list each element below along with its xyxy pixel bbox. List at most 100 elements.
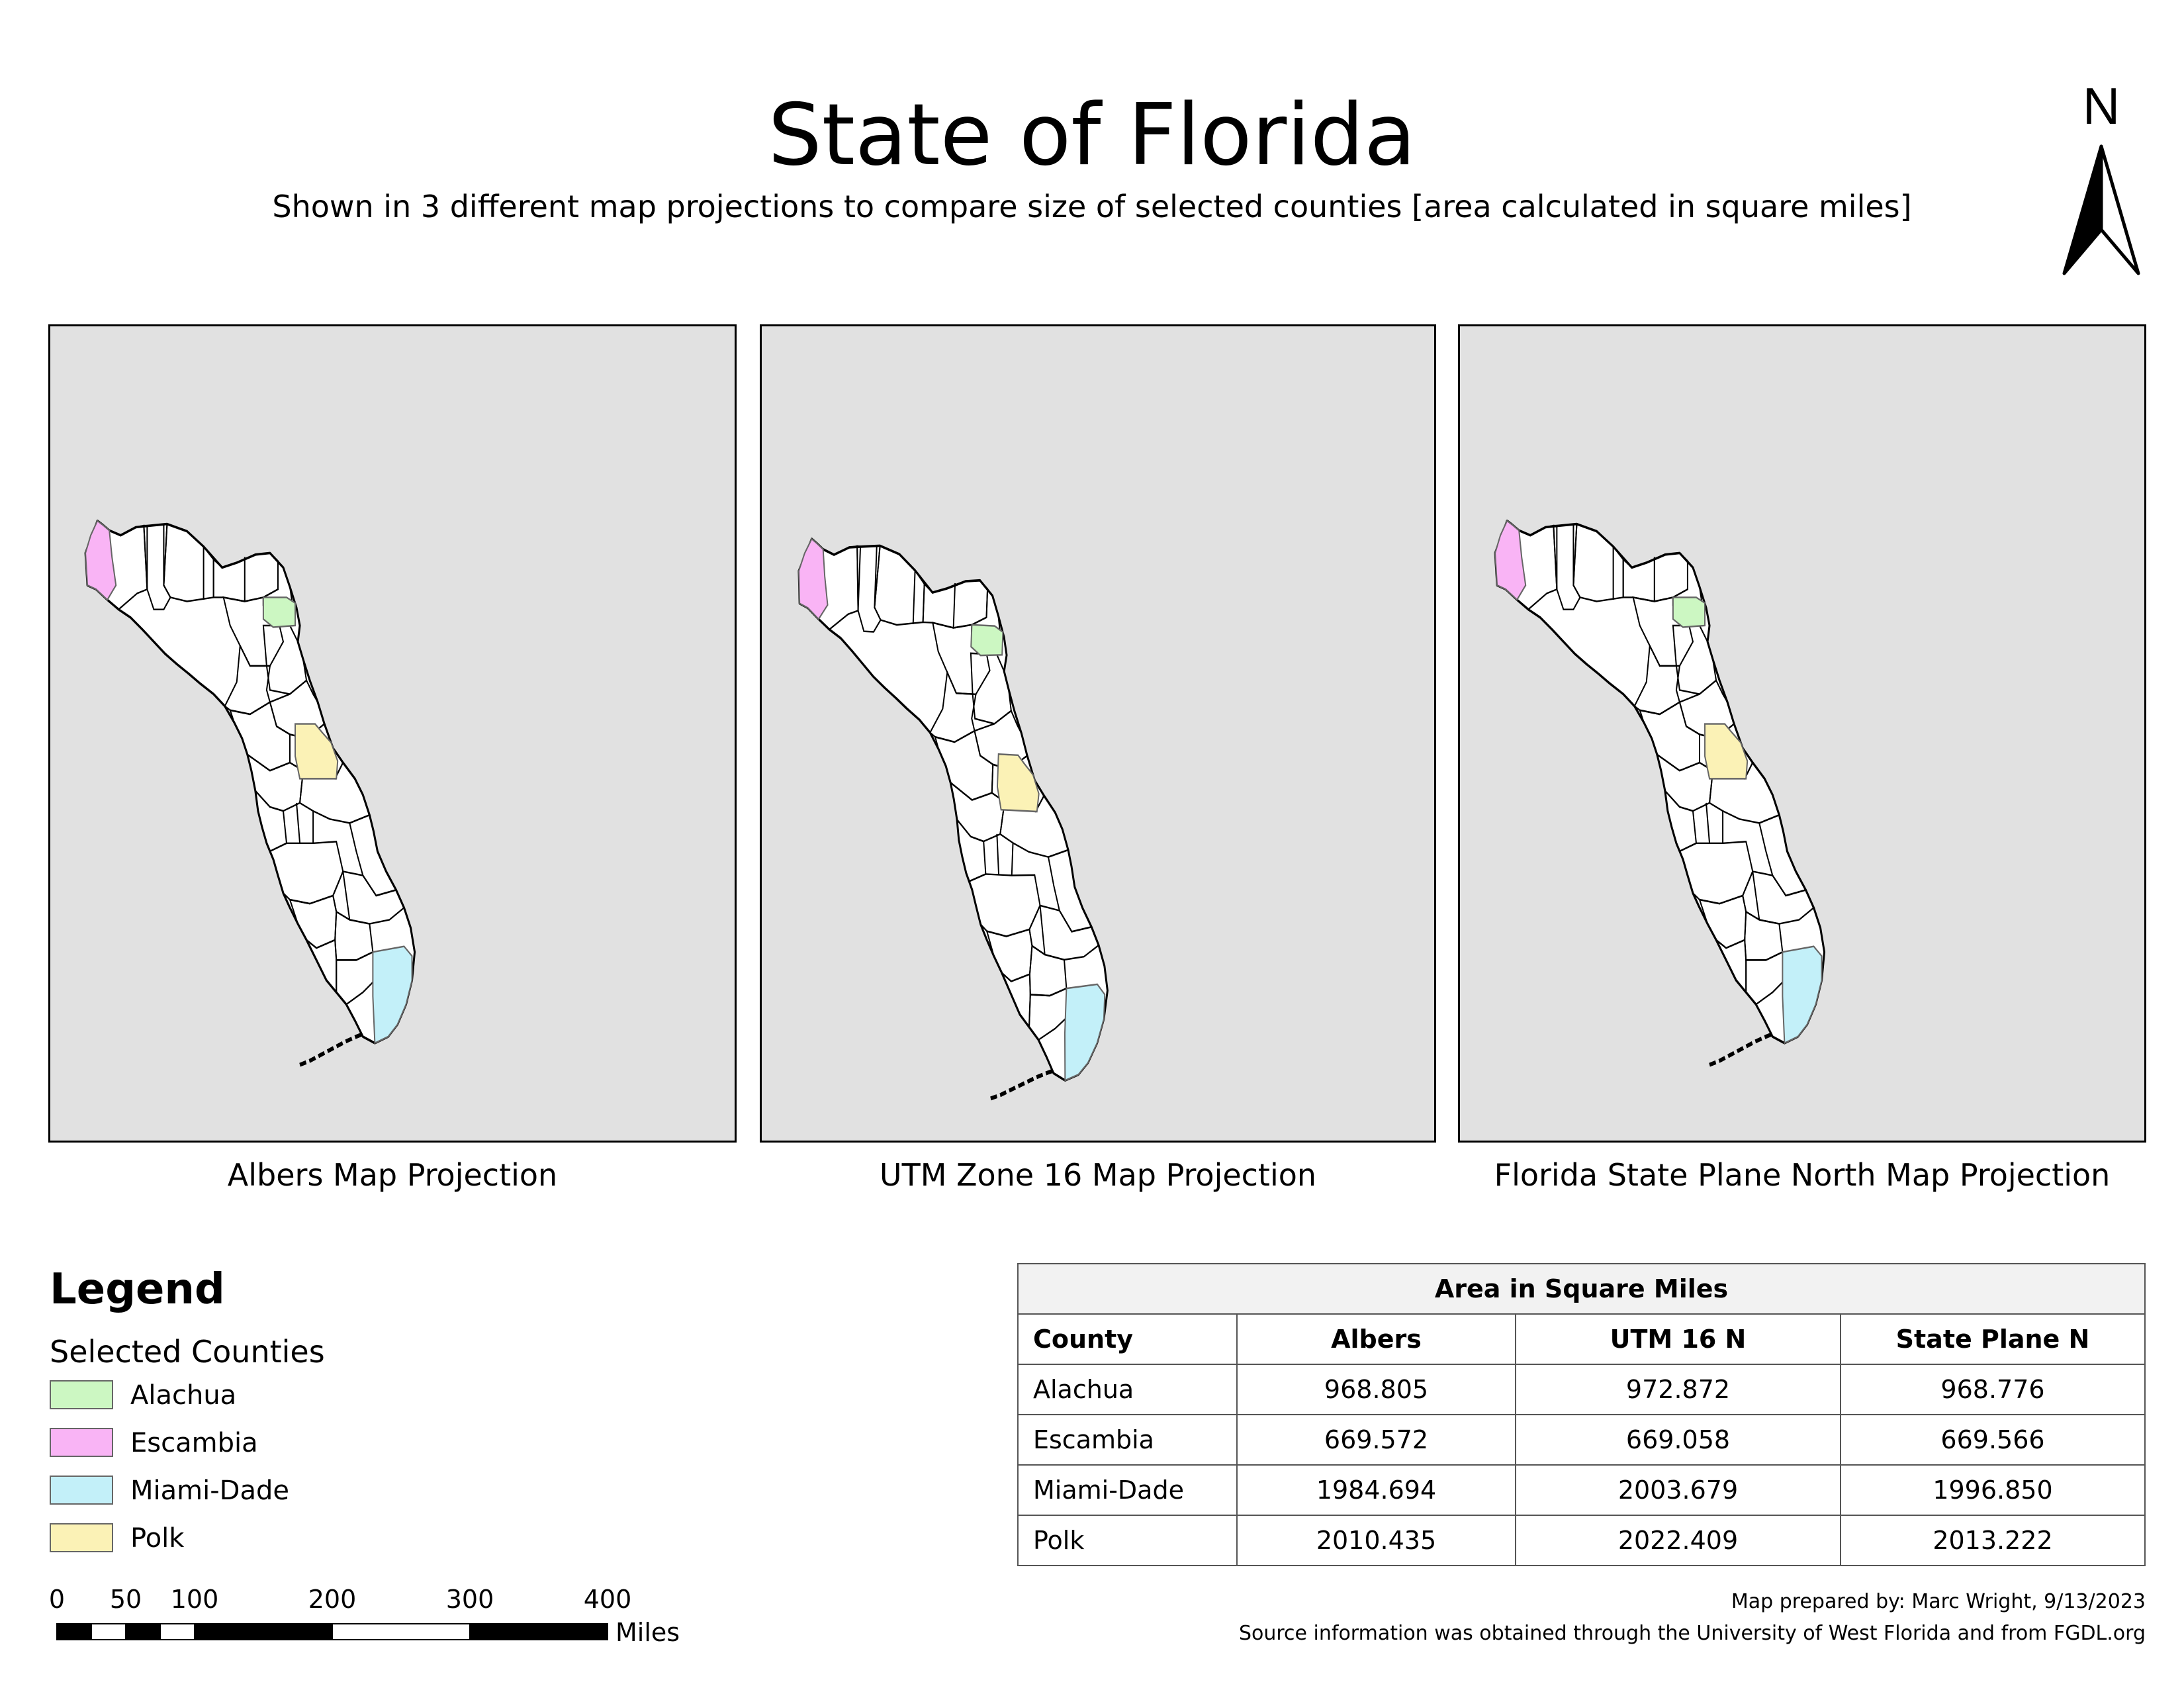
table-caption: Area in Square Miles <box>1017 1263 2146 1315</box>
caption-utm16: UTM Zone 16 Map Projection <box>879 1157 1317 1193</box>
county-boundary <box>222 596 285 667</box>
table-cell: 968.805 <box>1236 1364 1516 1415</box>
table-cell: 1996.850 <box>1840 1464 2146 1516</box>
legend-subtitle: Selected Counties <box>50 1334 325 1370</box>
county-miami-dade[interactable] <box>372 945 413 1045</box>
legend-swatch-miami-dade <box>50 1476 113 1505</box>
florida-map-state-plane <box>1494 519 1826 1067</box>
table-cell: Alachua <box>1017 1364 1238 1415</box>
county-boundary <box>1632 596 1694 667</box>
legend-title: Legend <box>50 1265 225 1314</box>
table-header-row: County Albers UTM 16 N State Plane N <box>1017 1313 2146 1365</box>
table-cell: 1984.694 <box>1236 1464 1516 1516</box>
county-alachua[interactable] <box>970 624 1004 657</box>
county-boundary <box>1553 523 1581 610</box>
florida-keys <box>1709 1031 1775 1067</box>
county-alachua[interactable] <box>1672 596 1706 628</box>
table-row: Miami-Dade 1984.694 2003.679 1996.850 <box>1017 1464 2146 1516</box>
county-boundary <box>856 545 882 633</box>
county-boundary <box>1656 753 1714 812</box>
county-boundary <box>932 622 991 696</box>
county-alachua[interactable] <box>262 596 296 628</box>
table-cell: 2003.679 <box>1515 1464 1841 1516</box>
county-boundary <box>246 753 304 812</box>
table-header-albers: Albers <box>1236 1313 1516 1365</box>
table-cell: 968.776 <box>1840 1364 2146 1415</box>
scale-tick-300: 300 <box>445 1585 494 1614</box>
map-source: Source information was obtained through … <box>1238 1622 2146 1645</box>
county-boundary <box>1028 987 1068 1041</box>
map-frame-state-plane[interactable] <box>1458 324 2146 1143</box>
legend-label-miami-dade: Miami-Dade <box>130 1476 289 1506</box>
table-cell: Escambia <box>1017 1414 1238 1466</box>
county-boundary <box>143 523 171 610</box>
legend-label-escambia: Escambia <box>130 1428 258 1458</box>
florida-outline <box>1494 519 1826 1045</box>
map-credit: Map prepared by: Marc Wright, 9/13/2023 <box>1731 1590 2146 1613</box>
scale-unit-label: Miles <box>615 1618 680 1647</box>
caption-albers: Albers Map Projection <box>227 1157 558 1193</box>
north-label: N <box>2083 83 2120 135</box>
legend-label-polk: Polk <box>130 1523 185 1554</box>
florida-map-utm16 <box>797 538 1109 1101</box>
county-boundary <box>949 780 1006 843</box>
county-boundary <box>952 583 956 628</box>
county-escambia[interactable] <box>1494 520 1527 601</box>
county-boundary <box>336 951 376 1006</box>
legend-label-alachua: Alachua <box>130 1380 237 1411</box>
county-escambia[interactable] <box>797 538 830 621</box>
caption-state-plane: Florida State Plane North Map Projection <box>1494 1157 2111 1193</box>
county-boundary <box>1706 802 1711 843</box>
county-boundary <box>874 545 878 608</box>
table-cell: Miami-Dade <box>1017 1464 1238 1516</box>
county-boundary <box>1758 814 1807 897</box>
county-polk[interactable] <box>996 753 1040 813</box>
table-header-state-plane: State Plane N <box>1840 1313 2146 1365</box>
table-cell: Polk <box>1017 1515 1238 1566</box>
map-subtitle: Shown in 3 different map projections to … <box>272 189 1912 224</box>
area-table: Area in Square Miles County Albers UTM 1… <box>1017 1263 2146 1566</box>
table-header-county: County <box>1017 1313 1238 1365</box>
county-boundary <box>1039 905 1046 955</box>
table-header-utm: UTM 16 N <box>1515 1313 1841 1365</box>
table-cell: 972.872 <box>1515 1364 1841 1415</box>
map-title: State of Florida <box>768 86 1416 185</box>
scale-tick-0: 0 <box>48 1585 66 1614</box>
scale-tick-100: 100 <box>170 1585 219 1614</box>
county-boundary <box>1011 843 1014 876</box>
county-boundary <box>996 833 1000 875</box>
table-cell: 669.566 <box>1840 1414 2146 1466</box>
scale-tick-50: 50 <box>109 1585 142 1614</box>
table-cell: 2013.222 <box>1840 1515 2146 1566</box>
scale-tick-200: 200 <box>308 1585 357 1614</box>
table-row: Escambia 669.572 669.058 669.566 <box>1017 1414 2146 1466</box>
legend-swatch-polk <box>50 1523 113 1552</box>
florida-keys <box>299 1031 365 1067</box>
county-miami-dade[interactable] <box>1063 982 1106 1082</box>
florida-keys <box>990 1068 1056 1101</box>
county-polk[interactable] <box>295 723 339 780</box>
legend-swatch-alachua <box>50 1380 113 1409</box>
north-arrow-icon: N <box>2055 77 2148 281</box>
table-row: Polk 2010.435 2022.409 2013.222 <box>1017 1515 2146 1566</box>
table-cell: 669.058 <box>1515 1414 1841 1466</box>
county-boundary <box>912 570 916 624</box>
county-boundary <box>349 814 398 897</box>
table-row: Alachua 968.805 972.872 968.776 <box>1017 1364 2146 1415</box>
map-frame-utm16[interactable] <box>760 324 1436 1143</box>
scale-bar <box>56 1623 611 1643</box>
florida-outline <box>84 519 416 1045</box>
county-polk[interactable] <box>1704 723 1749 780</box>
table-cell: 669.572 <box>1236 1414 1516 1466</box>
florida-map-albers <box>84 519 416 1067</box>
county-escambia[interactable] <box>85 520 117 601</box>
county-boundary <box>342 871 351 920</box>
table-cell: 2022.409 <box>1515 1515 1841 1566</box>
scale-tick-400: 400 <box>583 1585 632 1614</box>
county-boundary <box>296 802 301 843</box>
table-cell: 2010.435 <box>1236 1515 1516 1566</box>
county-boundary <box>1752 871 1760 920</box>
map-frame-albers[interactable] <box>48 324 737 1143</box>
county-boundary <box>857 546 862 611</box>
county-miami-dade[interactable] <box>1782 945 1823 1045</box>
